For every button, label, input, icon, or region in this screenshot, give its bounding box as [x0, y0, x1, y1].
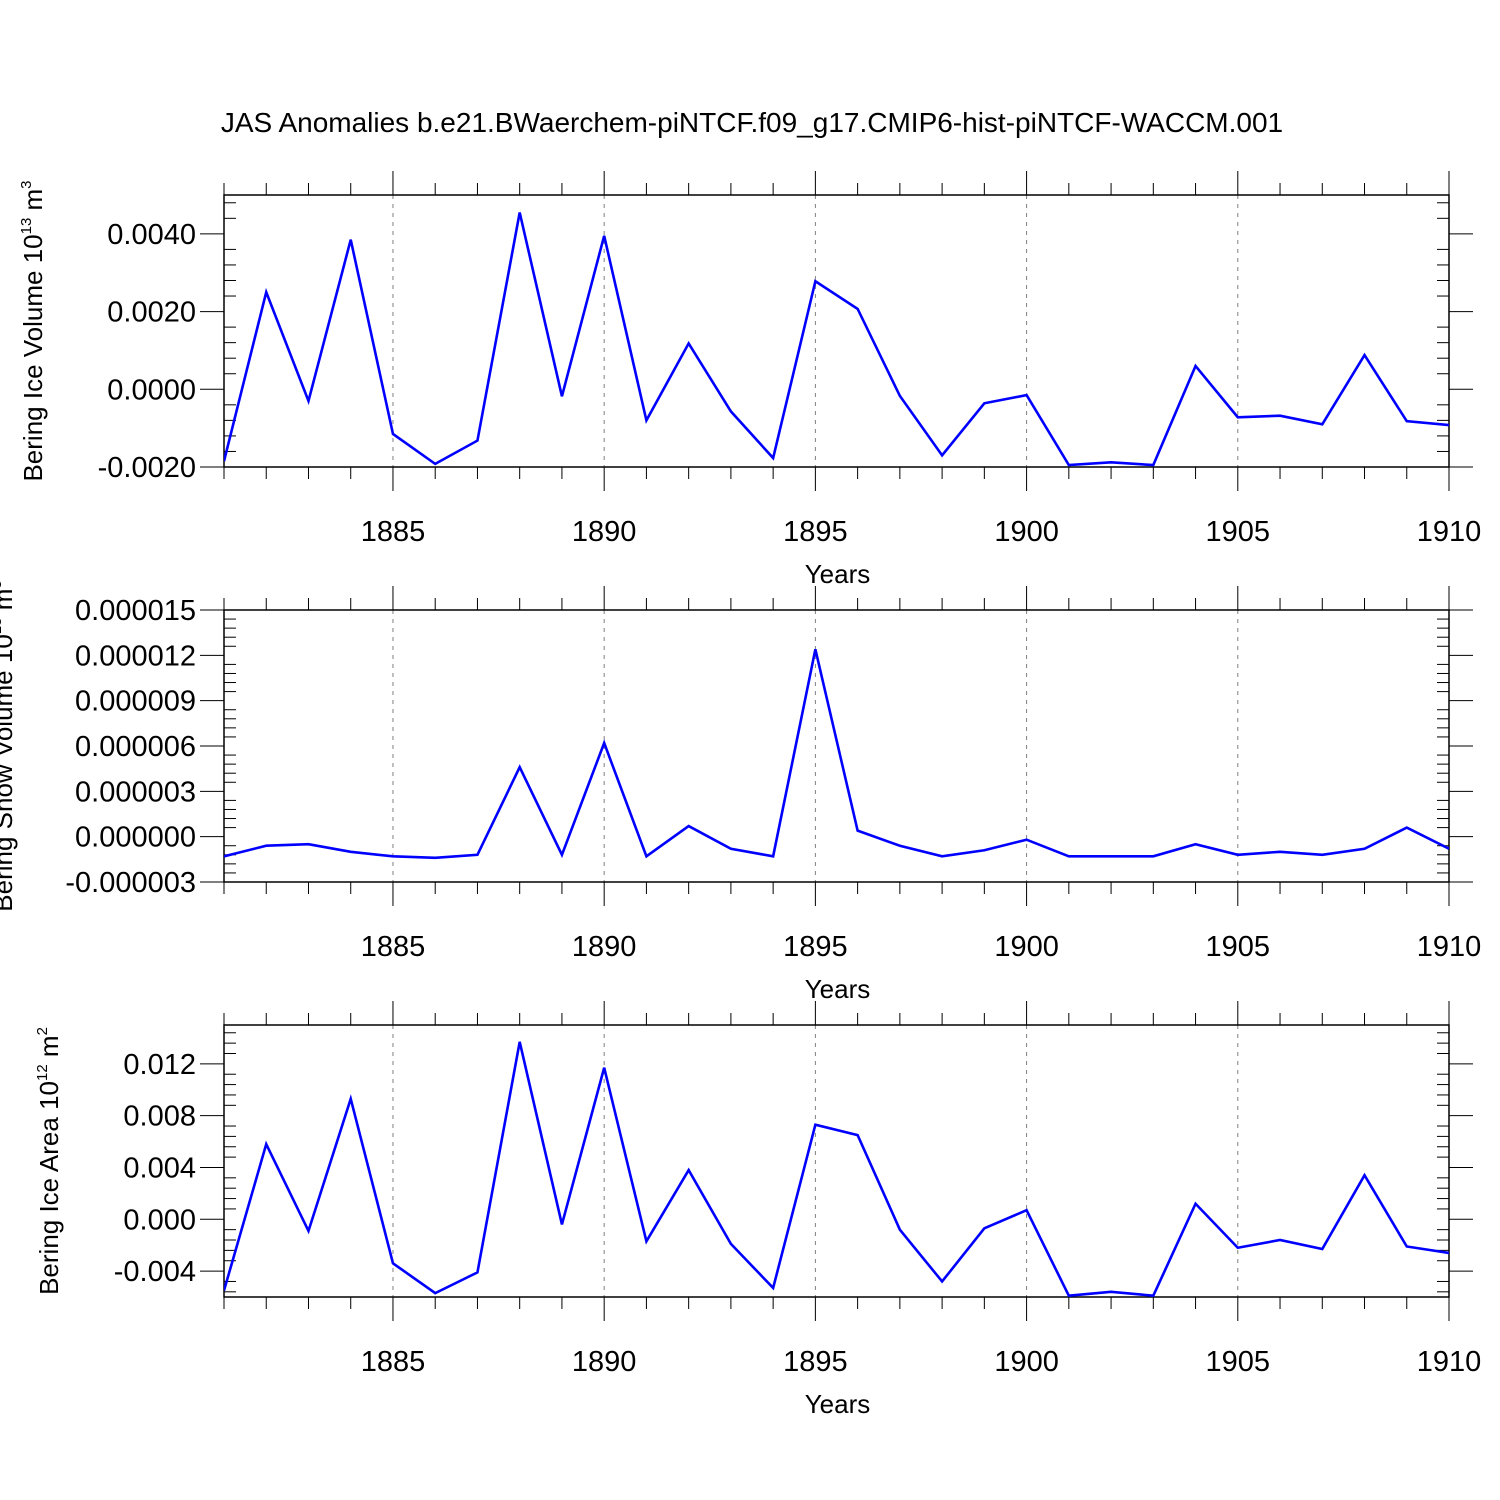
y-tick-label: 0.0040: [107, 219, 196, 251]
x-axis-title: Years: [805, 1389, 871, 1419]
y-tick-label: 0.008: [123, 1101, 196, 1133]
plot-frame: [223, 1024, 1450, 1298]
y-axis-title: Bering Ice Area 1012 m2: [34, 1027, 64, 1295]
series-line-bering-snow-volume: [224, 648, 1449, 860]
y-tick-label: 0.000: [123, 1204, 196, 1236]
y-tick-label: 0.000006: [75, 731, 196, 763]
y-tick-label: -0.0020: [98, 452, 196, 484]
x-axis-title: Years: [805, 974, 871, 1004]
panels: -0.0020 0.0000 0.0020 0.0040 1885 1890 1895 190…: [0, 171, 1481, 1419]
x-tick-label: 1885: [361, 931, 426, 963]
y-tick-label: 0.000012: [75, 640, 196, 672]
chart-panel-2: -0.000003 0.000000 0.000003 0.000006 0.00000…: [0, 580, 1481, 1004]
y-tick-label: -0.004: [114, 1256, 196, 1288]
y-tick-label: 0.0020: [107, 297, 196, 329]
x-tick-label: 1895: [783, 1346, 848, 1378]
x-axis-title: Years: [805, 559, 871, 589]
x-tick-label: 1895: [783, 516, 848, 548]
x-tick-label: 1905: [1206, 1346, 1271, 1378]
y-tick-label: 0.0000: [107, 374, 196, 406]
series-line-bering-ice-area: [224, 1041, 1449, 1297]
x-tick-label: 1910: [1417, 1346, 1482, 1378]
y-tick-label: 0.012: [123, 1049, 196, 1081]
y-axis-title: Bering Ice Volume 1013 m3: [18, 180, 48, 481]
y-tick-label: 0.000009: [75, 686, 196, 718]
x-tick-label: 1890: [572, 931, 637, 963]
y-tick-label: 0.000015: [75, 595, 196, 627]
x-tick-label: 1900: [994, 1346, 1059, 1378]
x-tick-label: 1905: [1206, 931, 1271, 963]
x-tick-label: 1895: [783, 931, 848, 963]
x-tick-label: 1905: [1206, 516, 1271, 548]
x-tick-label: 1890: [572, 516, 637, 548]
chart-panel-3: -0.004 0.000 0.004 0.008 0.012 1885 1890 1895 19…: [34, 1001, 1481, 1419]
y-tick-label: -0.000003: [65, 867, 196, 899]
x-tick-label: 1885: [361, 516, 426, 548]
y-tick-label: 0.004: [123, 1152, 196, 1184]
x-tick-label: 1910: [1417, 931, 1482, 963]
x-tick-label: 1885: [361, 1346, 426, 1378]
series-line-bering-ice-volume: [224, 212, 1449, 467]
y-axis-title: Bering Snow Volume 1013 m3: [0, 580, 18, 911]
figure-title: JAS Anomalies b.e21.BWaerchem-piNTCF.f09…: [221, 107, 1283, 138]
plot-frame: [223, 194, 1450, 468]
chart-panel-1: -0.0020 0.0000 0.0020 0.0040 1885 1890 1895 190…: [18, 171, 1481, 589]
x-tick-label: 1900: [994, 931, 1059, 963]
x-tick-label: 1890: [572, 1346, 637, 1378]
y-tick-label: 0.000003: [75, 776, 196, 808]
x-tick-label: 1910: [1417, 516, 1482, 548]
y-tick-label: 0.000000: [75, 822, 196, 854]
x-tick-label: 1900: [994, 516, 1059, 548]
